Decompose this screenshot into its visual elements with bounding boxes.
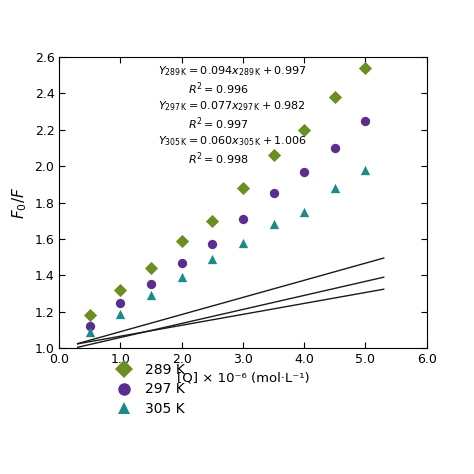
Legend: 289 K, 297 K, 305 K: 289 K, 297 K, 305 K — [110, 363, 185, 416]
Point — [178, 259, 185, 266]
Point — [331, 93, 338, 101]
Point — [239, 215, 246, 223]
Point — [178, 273, 185, 281]
Text: $Y_{\mathregular{305\,K}} = 0.060x_{\mathregular{305\,K}} + 1.006$: $Y_{\mathregular{305\,K}} = 0.060x_{\mat… — [158, 134, 307, 148]
Point — [331, 144, 338, 152]
Point — [86, 323, 94, 330]
Point — [301, 126, 308, 134]
X-axis label: [Q] × 10⁻⁶ (mol·L⁻¹): [Q] × 10⁻⁶ (mol·L⁻¹) — [177, 372, 309, 384]
Point — [270, 151, 277, 159]
Point — [209, 217, 216, 225]
Point — [362, 64, 369, 72]
Point — [117, 299, 124, 307]
Point — [117, 286, 124, 294]
Text: $Y_{\mathregular{297\,K}} = 0.077x_{\mathregular{297\,K}} + 0.982$: $Y_{\mathregular{297\,K}} = 0.077x_{\mat… — [158, 99, 306, 113]
Point — [239, 239, 246, 246]
Point — [301, 168, 308, 175]
Point — [86, 311, 94, 319]
Point — [270, 190, 277, 197]
Point — [301, 208, 308, 216]
Point — [117, 310, 124, 318]
Point — [270, 220, 277, 228]
Text: $R^2 = 0.997$: $R^2 = 0.997$ — [188, 115, 248, 132]
Point — [209, 241, 216, 248]
Text: $R^2 = 0.998$: $R^2 = 0.998$ — [188, 150, 248, 167]
Text: $Y_{\mathregular{289\,K}} = 0.094x_{\mathregular{289\,K}} + 0.997$: $Y_{\mathregular{289\,K}} = 0.094x_{\mat… — [158, 64, 307, 78]
Point — [209, 255, 216, 263]
Point — [331, 184, 338, 192]
Point — [147, 264, 155, 272]
Point — [86, 328, 94, 336]
Point — [362, 166, 369, 173]
Point — [239, 184, 246, 192]
Point — [178, 237, 185, 245]
Point — [147, 281, 155, 288]
Text: $R^2 = 0.996$: $R^2 = 0.996$ — [188, 80, 248, 97]
Point — [147, 292, 155, 299]
Y-axis label: $F_0/F$: $F_0/F$ — [10, 186, 29, 219]
Point — [362, 117, 369, 124]
